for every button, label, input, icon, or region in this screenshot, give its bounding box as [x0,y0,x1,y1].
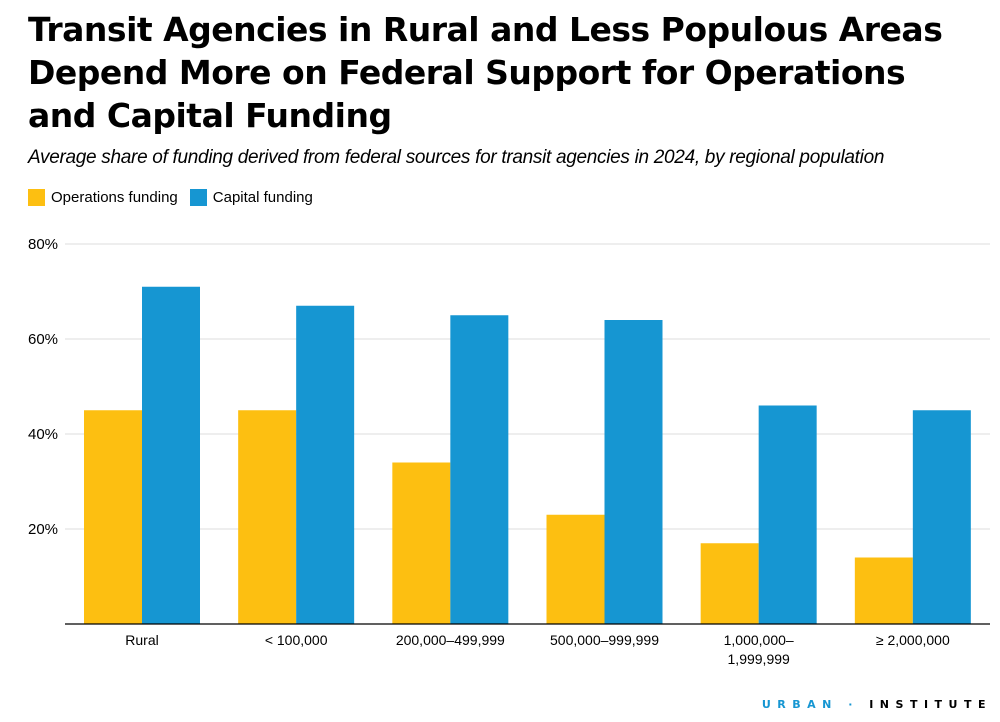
legend-swatch [189,189,207,206]
bar-capital [912,410,971,624]
y-tick-label: 20% [28,521,58,538]
x-tick-label: 1,000,000– 1,999,999 [724,632,794,667]
legend-item-operations: Operations funding [28,189,178,206]
y-tick-label: 40% [28,426,58,443]
legend: Operations funding Capital funding [28,189,325,206]
x-tick-label: 500,000–999,999 [550,632,659,648]
bar-capital [296,305,355,624]
bar-operations [238,410,297,624]
x-tick-label: < 100,000 [265,632,328,648]
bar-capital [758,405,817,624]
bar-operations [546,514,605,624]
legend-swatch [28,189,45,206]
chart-title: Transit Agencies in Rural and Less Popul… [28,10,943,135]
legend-label: Capital funding [212,189,313,206]
legend-label: Operations funding [51,189,178,206]
bar-operations [392,462,451,624]
bar-capital [450,315,509,624]
y-tick-label: 80% [28,236,58,253]
bar-operations [700,543,759,624]
urban-institute-logo: URBAN · INSTITUTE [761,698,992,711]
bar-capital [142,286,200,624]
x-tick-label: Rural [125,632,158,648]
chart-subtitle: Average share of funding derived from fe… [28,147,885,168]
legend-item-capital: Capital funding [189,189,313,206]
bar-capital [604,320,663,624]
bar-operations [854,557,913,624]
y-tick-label: 60% [28,331,58,348]
x-tick-label: ≥ 2,000,000 [876,632,950,648]
bar-operations [84,410,142,624]
x-tick-label: 200,000–499,999 [396,632,505,648]
